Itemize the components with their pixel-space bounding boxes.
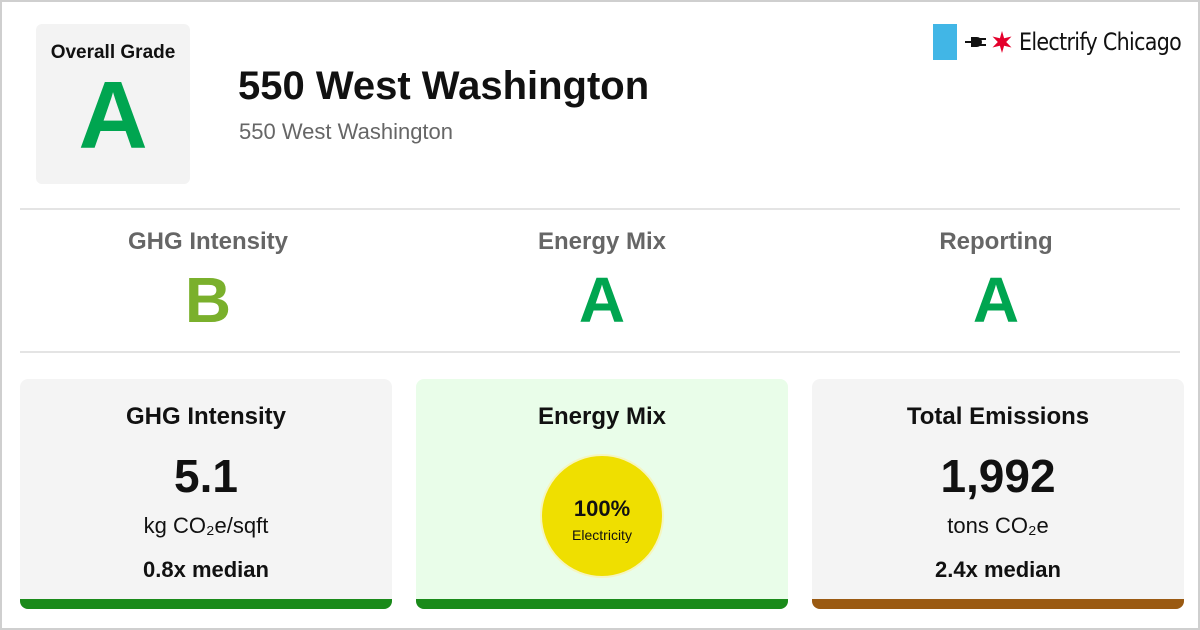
plug-icon (965, 37, 986, 47)
grade-letter: A (972, 264, 1020, 336)
ghg-intensity-unit: kg CO₂e/sqft (143, 513, 269, 538)
ghg-intensity-value: 5.1 (174, 450, 238, 502)
building-address: 550 West Washington (239, 119, 454, 144)
star-icon (992, 31, 1012, 53)
grade-letter: A (578, 264, 626, 336)
total-emissions-unit: tons CO₂e (947, 513, 1049, 538)
ghg-intensity-median: 0.8x median (143, 557, 269, 582)
card-status-bar (812, 599, 1184, 609)
grade-label: Reporting (939, 228, 1053, 255)
overall-grade-box: Overall Grade A (36, 24, 190, 184)
total-emissions-value: 1,992 (940, 450, 1056, 502)
flag-stripe-icon (933, 24, 957, 60)
divider (20, 351, 1180, 353)
energy-mix-circle: 100% Electricity (540, 454, 664, 578)
ghg-intensity-card: GHG Intensity 5.1 kg CO₂e/sqft 0.8x medi… (20, 379, 392, 609)
energy-source-label: Electricity (572, 527, 632, 543)
card-title: Total Emissions (906, 403, 1090, 430)
divider (20, 208, 1180, 210)
ghg-intensity-grade: GHG Intensity B (11, 228, 405, 332)
overall-grade-label: Overall Grade (50, 42, 176, 63)
energy-mix-card: Energy Mix 100% Electricity (416, 379, 788, 609)
card-status-bar (20, 599, 392, 609)
grade-label: GHG Intensity (127, 228, 289, 255)
grade-letter: B (184, 264, 232, 336)
energy-mix-grade: Energy Mix A (405, 228, 799, 332)
card-title: Energy Mix (537, 403, 667, 430)
reporting-grade: Reporting A (799, 228, 1193, 332)
electricity-percent: 100% (573, 496, 631, 521)
electrify-chicago-logo[interactable]: Electrify Chicago (933, 24, 1200, 60)
total-emissions-median: 2.4x median (935, 557, 1061, 582)
overall-grade-letter: A (78, 62, 148, 169)
building-title: 550 West Washington (238, 64, 650, 108)
grade-label: Energy Mix (537, 228, 667, 255)
brand-name: Electrify Chicago (1019, 28, 1182, 56)
total-emissions-card: Total Emissions 1,992 tons CO₂e 2.4x med… (812, 379, 1184, 609)
card-status-bar (416, 599, 788, 609)
card-title: GHG Intensity (125, 403, 287, 430)
